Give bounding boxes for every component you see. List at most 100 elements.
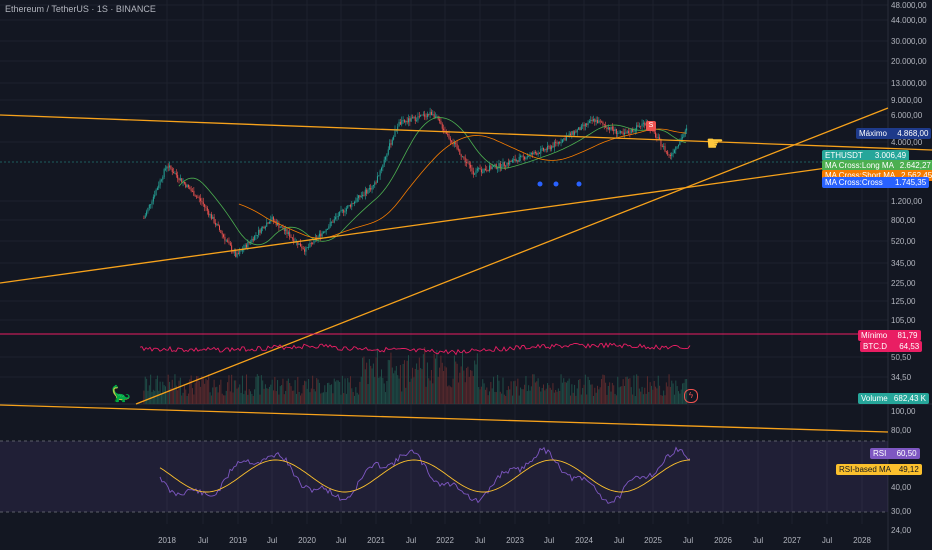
candle-body xyxy=(449,138,451,141)
volume-bar xyxy=(536,381,538,404)
volume-bar xyxy=(181,395,183,404)
volume-bar xyxy=(227,382,229,404)
volume-tag: Volume 682,43 K xyxy=(858,393,929,404)
volume-bar xyxy=(565,382,567,404)
volume-bar xyxy=(610,391,612,404)
price-tick-label: 13.000,00 xyxy=(891,79,927,88)
volume-bar xyxy=(615,395,617,404)
candle-body xyxy=(167,166,169,168)
candle-body xyxy=(576,129,578,133)
candle-body xyxy=(174,172,176,174)
volume-bar xyxy=(351,388,353,404)
candle-body xyxy=(337,215,339,217)
candle-body xyxy=(509,161,511,165)
volume-bar xyxy=(297,376,299,404)
candle-body xyxy=(584,123,586,127)
candle-body xyxy=(603,124,605,126)
volume-bar xyxy=(204,383,206,404)
candle-body xyxy=(306,247,308,249)
volume-bar xyxy=(343,393,345,404)
volume-bar xyxy=(587,376,589,404)
rsi-tag: RSI 60,50 xyxy=(870,448,920,459)
volume-bar xyxy=(256,374,258,404)
price-tick-label: 225,00 xyxy=(891,279,916,288)
volume-bar xyxy=(551,389,553,404)
volume-bar xyxy=(372,363,374,404)
candle-body xyxy=(181,178,183,183)
volume-bar xyxy=(295,393,297,404)
volume-bar xyxy=(580,394,582,404)
candle-body xyxy=(460,154,462,157)
volume-bar xyxy=(673,394,675,404)
candle-body xyxy=(343,210,345,213)
candle-body xyxy=(659,137,661,140)
lightning-icon[interactable]: ϟ xyxy=(684,389,698,403)
candle-body xyxy=(173,172,175,174)
volume-bar xyxy=(250,391,252,404)
volume-bar xyxy=(182,392,184,404)
candle-body xyxy=(158,185,160,188)
candle-body xyxy=(660,139,662,147)
volume-bar xyxy=(224,395,226,404)
candle-body xyxy=(424,114,426,117)
volume-bar xyxy=(555,389,557,404)
volume-bar xyxy=(499,391,501,404)
candle-body xyxy=(545,149,547,150)
candle-body xyxy=(244,244,246,249)
volume-bar xyxy=(177,390,179,404)
volume-bar xyxy=(382,377,384,404)
volume-bar xyxy=(293,390,295,404)
volume-bar xyxy=(644,387,646,404)
volume-bar xyxy=(378,377,380,404)
candle-body xyxy=(406,120,408,123)
volume-bar xyxy=(456,363,458,404)
volume-bar xyxy=(505,395,507,404)
candle-body xyxy=(156,187,158,190)
volume-bar xyxy=(402,363,404,404)
volume-bar xyxy=(574,384,576,404)
candle-body xyxy=(339,211,341,216)
candle-body xyxy=(413,116,415,118)
ma-short-tag: MA Cross:Short MA 2.562,45 xyxy=(822,170,932,181)
volume-bar xyxy=(678,391,679,404)
candle-body xyxy=(381,167,382,171)
volume-bar xyxy=(659,385,661,404)
candle-body xyxy=(520,155,522,157)
candle-body xyxy=(474,173,476,175)
volume-bar xyxy=(494,391,496,404)
volume-bar xyxy=(660,395,662,404)
candle-body xyxy=(405,120,407,123)
volume-bar xyxy=(649,382,651,404)
volume-bar xyxy=(484,389,486,404)
candle-body xyxy=(283,229,285,231)
price-tick-label: 4.000,00 xyxy=(891,138,923,147)
candle-body xyxy=(559,141,561,144)
candle-body xyxy=(196,196,198,198)
volume-bar xyxy=(513,381,515,404)
volume-bar xyxy=(354,395,355,404)
volume-bar xyxy=(397,375,399,404)
candle-body xyxy=(587,122,589,126)
volume-bar xyxy=(376,348,378,404)
candle-body xyxy=(318,233,320,237)
candle-body xyxy=(401,120,403,125)
volume-bar xyxy=(433,353,435,404)
candle-body xyxy=(371,186,373,190)
candle-body xyxy=(147,207,149,212)
candle-body xyxy=(310,243,312,244)
btcd-line xyxy=(139,342,691,356)
candle-body xyxy=(236,253,238,257)
rsi-tick-label: 40,00 xyxy=(891,483,912,492)
volume-bar xyxy=(341,375,343,404)
volume-bar xyxy=(225,390,227,404)
candle-body xyxy=(563,138,565,140)
candle-body xyxy=(300,243,301,247)
candle-body xyxy=(560,142,562,144)
volume-bar xyxy=(387,359,389,404)
volume-bar xyxy=(478,387,480,404)
candle-body xyxy=(324,231,326,233)
volume-bar xyxy=(368,359,370,404)
candle-body xyxy=(386,154,388,158)
candle-body xyxy=(632,129,634,132)
